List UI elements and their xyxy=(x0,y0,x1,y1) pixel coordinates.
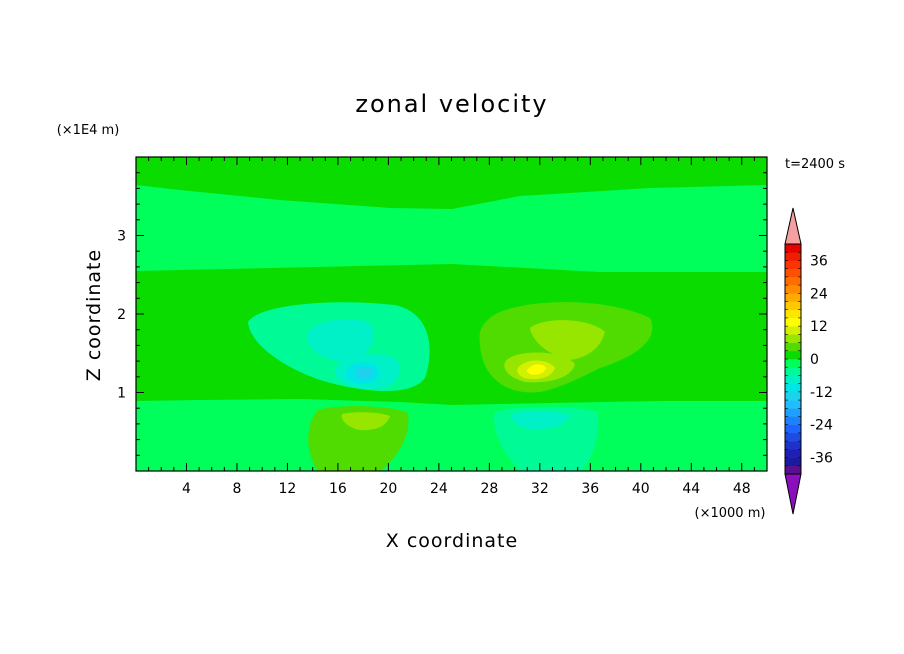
colorbar-swatch xyxy=(785,424,801,434)
colorbar-swatch xyxy=(785,317,801,327)
colorbar-swatch xyxy=(785,309,801,319)
x-tick-label: 20 xyxy=(379,481,397,497)
colorbar-swatch xyxy=(785,268,801,278)
x-tick-label: 28 xyxy=(480,481,498,497)
time-label: t=2400 s xyxy=(785,157,845,172)
colorbar-swatch xyxy=(785,367,801,376)
colorbar-under-arrow xyxy=(784,473,802,515)
x-axis-label: X coordinate xyxy=(386,530,518,552)
x-tick-label: 4 xyxy=(182,481,191,497)
colorbar-tick-label: -36 xyxy=(810,451,833,467)
colorbar-swatch xyxy=(785,359,801,368)
colorbar-tick-label: 0 xyxy=(810,352,819,368)
x-tick-label: 36 xyxy=(581,481,599,497)
y-tick-label: 3 xyxy=(117,229,126,245)
chart-title: zonal velocity xyxy=(355,90,548,118)
colorbar-swatch xyxy=(785,400,801,409)
colorbar-tick-label: 12 xyxy=(810,319,828,335)
y-unit-label: (×1E4 m) xyxy=(57,123,120,138)
colorbar-tick-label: -24 xyxy=(810,418,833,434)
colorbar-swatch xyxy=(785,301,801,311)
colorbar-tick-label: 24 xyxy=(810,286,828,302)
x-tick-label: 8 xyxy=(232,481,241,497)
y-axis-label: Z coordinate xyxy=(83,249,105,381)
colorbar-swatch xyxy=(785,391,801,401)
x-tick-label: 24 xyxy=(430,481,448,497)
x-tick-label: 40 xyxy=(632,481,650,497)
pos-lobe-left-core xyxy=(341,412,390,431)
neg-anomaly-peak xyxy=(354,366,374,379)
colorbar-swatch xyxy=(785,276,801,286)
colorbar-swatch xyxy=(785,383,801,393)
colorbar-swatch xyxy=(785,244,801,253)
y-tick-label: 2 xyxy=(117,307,126,323)
contour-plot-area xyxy=(136,157,767,471)
pos-anomaly-upper xyxy=(530,320,605,360)
x-tick-label: 48 xyxy=(733,481,751,497)
colorbar-swatch xyxy=(785,293,801,302)
band-right-upper xyxy=(452,185,767,272)
colorbar-swatch xyxy=(785,441,801,450)
colorbar-swatch xyxy=(785,252,801,261)
colorbar-swatch xyxy=(785,449,801,458)
colorbar-tick-label: 36 xyxy=(810,253,828,269)
colorbar-swatch xyxy=(785,408,801,417)
colorbar-swatch xyxy=(785,432,801,442)
contour-fill xyxy=(136,157,767,471)
colorbar-swatch xyxy=(785,334,801,343)
x-tick-label: 44 xyxy=(682,481,700,497)
colorbar-swatch xyxy=(785,457,801,467)
colorbar-swatch xyxy=(785,465,801,475)
colorbar-swatch xyxy=(785,260,801,269)
y-tick-label: 1 xyxy=(117,386,126,402)
pos-anomaly-peak xyxy=(526,364,546,375)
neg-anomaly-a xyxy=(306,319,374,362)
colorbar-swatch xyxy=(785,285,801,294)
colorbar: -36 -24 -12 0 12 24 36 xyxy=(784,207,833,515)
band-left-top xyxy=(136,157,452,209)
colorbar-tick-label: -12 xyxy=(810,385,833,401)
colorbar-over-arrow xyxy=(784,207,802,245)
colorbar-swatch xyxy=(785,350,801,360)
colorbar-swatch xyxy=(785,375,801,384)
x-tick-label: 16 xyxy=(329,481,347,497)
x-unit-label: (×1000 m) xyxy=(695,506,766,521)
colorbar-swatch xyxy=(785,342,801,352)
colorbar-swatch xyxy=(785,326,801,335)
colorbar-swatch xyxy=(785,416,801,426)
neg-lobe-right-core xyxy=(511,411,570,430)
x-tick-label: 12 xyxy=(279,481,297,497)
x-tick-label: 32 xyxy=(531,481,549,497)
